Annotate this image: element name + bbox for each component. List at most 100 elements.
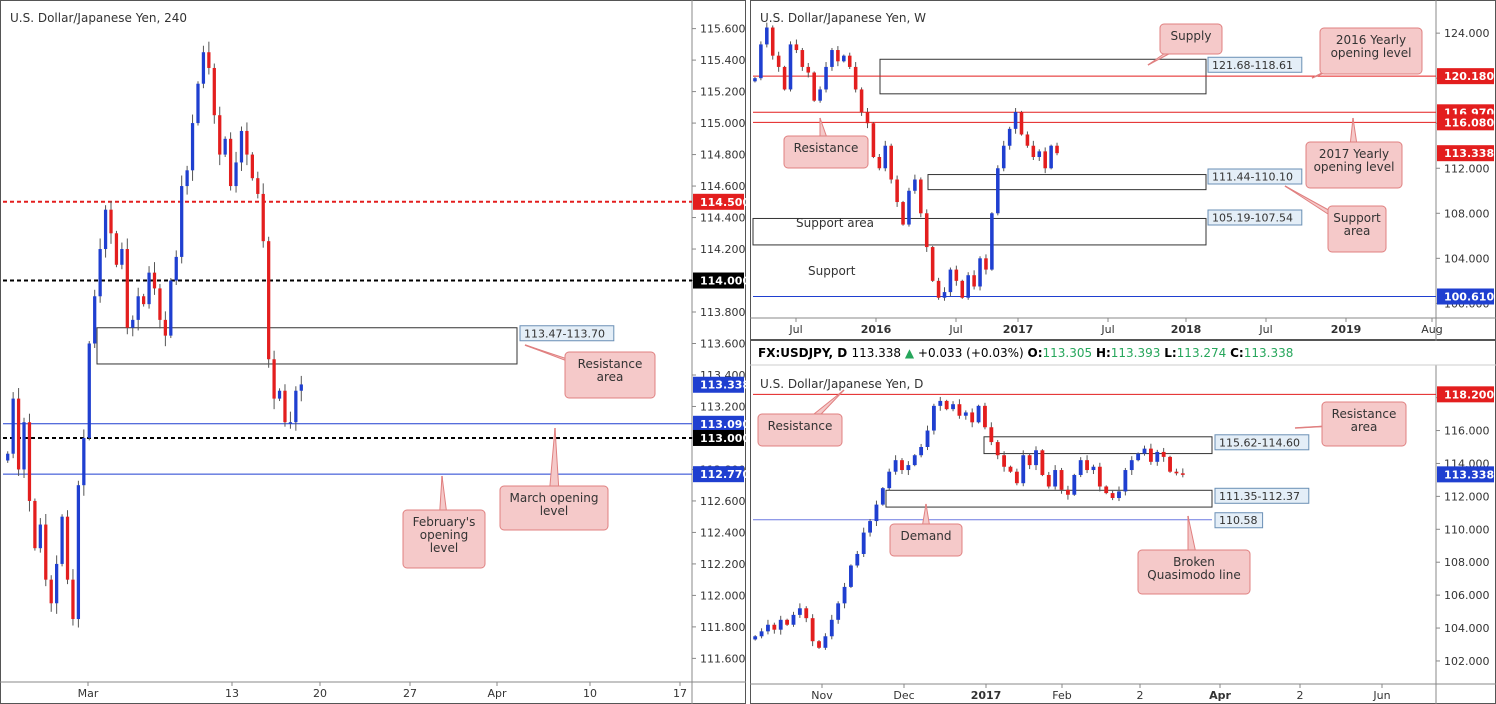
candle-body <box>984 258 988 270</box>
candle-body <box>109 209 113 234</box>
chart-weekly[interactable]: U.S. Dollar/Japanese Yen, W124.000120.00… <box>750 0 1496 340</box>
candle-body <box>936 280 941 298</box>
candle-body <box>49 579 53 604</box>
candle-body <box>810 618 815 642</box>
zone-rect <box>96 327 518 365</box>
candle-body <box>963 412 968 416</box>
annotation-callout: Resistance <box>757 389 845 447</box>
candle-body <box>753 636 758 640</box>
chart-daily[interactable]: U.S. Dollar/Japanese Yen, D118.000116.00… <box>750 340 1496 704</box>
chart-4h[interactable]: U.S. Dollar/Japanese Yen, 240 115.600 115.… <box>0 0 746 704</box>
annotation-callout: Resistance area <box>524 344 656 399</box>
candle-body <box>855 553 860 566</box>
price-tag-box <box>693 415 744 432</box>
callout-box <box>1327 205 1387 253</box>
zone-rect <box>752 217 1207 246</box>
candle-body <box>1014 471 1019 484</box>
candle-body <box>218 115 222 155</box>
price-tag-box <box>1437 114 1494 131</box>
candle-body <box>114 233 119 265</box>
candle-body <box>853 66 858 90</box>
candle-body <box>82 437 86 486</box>
y-tick-label: 112.000 <box>700 589 746 602</box>
candle-body <box>1040 450 1045 475</box>
x-tick-label: Nov <box>811 689 833 702</box>
y-tick-label: 114.400 <box>700 212 746 225</box>
x-tick-label: 10 <box>583 687 597 700</box>
candle-body <box>185 170 189 187</box>
candle-body <box>919 179 923 214</box>
candle-body <box>190 123 195 171</box>
zone-tag-label: 113.47-113.70 <box>524 327 605 340</box>
candle-body <box>1034 450 1038 466</box>
candle-body <box>1148 448 1153 462</box>
candle-body <box>883 145 888 169</box>
candle-body <box>770 27 775 56</box>
price-tag-box <box>693 272 744 289</box>
candle-body <box>33 500 37 549</box>
y-tick-label: 114.800 <box>700 149 746 162</box>
candle-body <box>800 50 805 67</box>
candle-body <box>983 405 987 428</box>
annotation-callout: Resistance <box>783 117 869 169</box>
callout-label: 2016 Yearly opening level <box>1331 33 1412 60</box>
price-tag-label: 114.500 <box>700 196 746 209</box>
candle-body <box>1168 456 1172 472</box>
x-tick-label: 2 <box>1297 689 1304 702</box>
candle-body <box>93 296 97 344</box>
y-tick-label: 106.000 <box>1444 589 1490 602</box>
candle-body <box>938 400 943 406</box>
candle-body <box>169 280 173 336</box>
x-tick-label: Apr <box>487 687 507 700</box>
candle-body <box>256 178 260 194</box>
candle-body <box>887 471 892 489</box>
x-tick-label: 2018 <box>1171 323 1202 336</box>
candle-body <box>924 213 929 248</box>
y-tick-label: 116.000 <box>1444 425 1490 438</box>
candle-body <box>158 288 162 320</box>
candle-body <box>11 398 15 454</box>
candle-body <box>223 138 227 155</box>
y-tick-label: 112.400 <box>700 526 746 539</box>
candle-body <box>778 619 783 630</box>
y-tick-label: 111.600 <box>700 652 746 665</box>
candle-body <box>847 55 852 67</box>
x-tick-label: 2017 <box>971 689 1002 702</box>
candle-body <box>823 636 828 648</box>
chart-weekly-svg[interactable]: U.S. Dollar/Japanese Yen, W124.000120.00… <box>750 0 1496 340</box>
level-tag-box <box>1214 512 1264 529</box>
price-tag-label: 113.338 <box>1444 147 1494 160</box>
candle-body <box>1066 489 1070 495</box>
candle-body <box>874 504 879 522</box>
x-tick-label: Jul <box>1100 323 1114 336</box>
callout-label: Broken Quasimodo line <box>1147 555 1240 582</box>
candle-body <box>1019 111 1024 135</box>
candle-body <box>1053 470 1058 487</box>
candle-body <box>1059 470 1064 490</box>
candle-body <box>865 111 870 124</box>
price-tag-label: 100.610 <box>1444 290 1494 303</box>
zone-tag-box <box>1214 434 1310 451</box>
candle-body <box>1097 466 1102 487</box>
y-tick-label: 113.200 <box>700 400 746 413</box>
chart-daily-svg[interactable]: U.S. Dollar/Japanese Yen, D118.000116.00… <box>750 340 1496 704</box>
candle-body <box>889 145 893 180</box>
chart-4h-svg[interactable]: U.S. Dollar/Japanese Yen, 240 115.600 115.… <box>0 0 746 704</box>
callout-label: Supply <box>1171 29 1212 43</box>
candle-body <box>1117 491 1121 499</box>
callout-box <box>783 135 869 169</box>
candle-body <box>824 66 828 90</box>
candle-body <box>272 359 276 399</box>
callout-box <box>1321 401 1407 447</box>
zone-tag-box <box>1207 168 1303 185</box>
candle-body <box>1142 448 1147 454</box>
candle-body <box>27 422 32 501</box>
callout-box <box>564 351 656 399</box>
candle-body <box>954 269 959 281</box>
candle-body <box>1025 134 1030 146</box>
candle-body <box>228 138 233 187</box>
candle-body <box>65 516 70 580</box>
price-tag-label: 113.000 <box>700 432 746 445</box>
y-tick-label: 108.000 <box>1444 207 1490 220</box>
candle-body <box>196 83 200 124</box>
